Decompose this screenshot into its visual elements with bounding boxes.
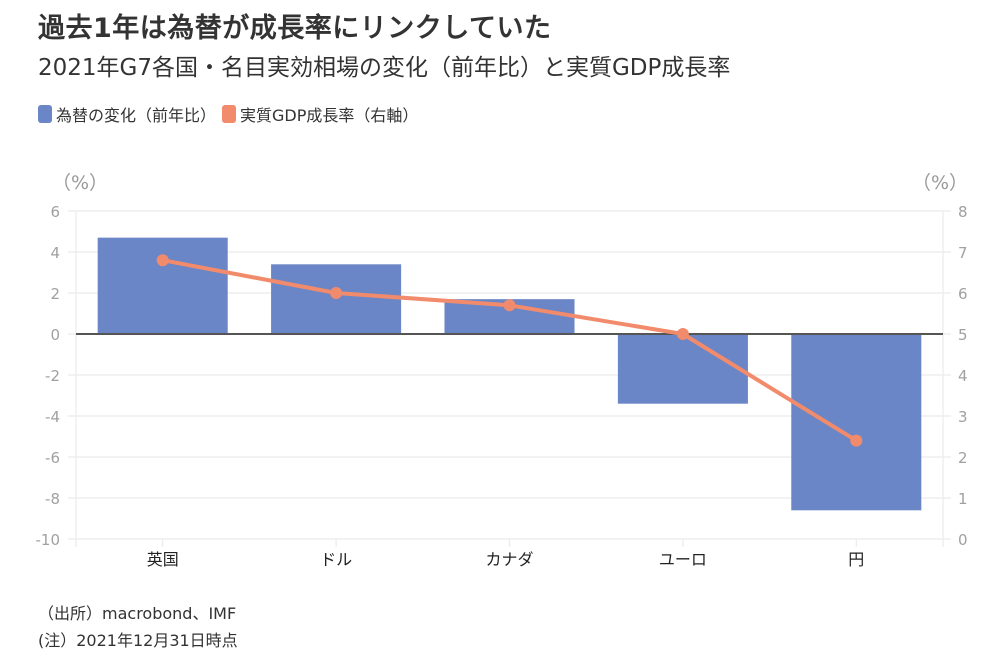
legend-swatch-line xyxy=(222,105,237,123)
right-axis-unit: （%） xyxy=(912,172,969,194)
legend-label-gdp-growth: 実質GDP成長率（右軸） xyxy=(240,106,419,125)
y-tick-label-left: -4 xyxy=(45,408,60,426)
y-tick-label-right: 7 xyxy=(958,244,968,262)
y-tick-label-right: 0 xyxy=(958,531,968,549)
x-tick-label: カナダ xyxy=(485,550,533,569)
y-tick-label-left: -8 xyxy=(45,490,60,508)
y-tick-label-left: -6 xyxy=(45,449,60,467)
y-tick-label-right: 8 xyxy=(958,203,968,221)
gdp-point-ユーロ xyxy=(676,328,689,340)
gdp-point-カナダ xyxy=(503,299,516,312)
y-tick-label-left: 0 xyxy=(50,326,60,344)
y-tick-label-left: -10 xyxy=(36,531,61,549)
x-tick-label: ドル xyxy=(320,550,352,569)
y-tick-label-left: 2 xyxy=(50,285,60,303)
left-axis-unit: （%） xyxy=(52,172,109,194)
y-tick-label-left: 6 xyxy=(50,203,60,221)
legend-swatch-bar xyxy=(38,105,52,123)
legend: 為替の変化（前年比） 実質GDP成長率（右軸） xyxy=(38,102,424,126)
gdp-growth-line xyxy=(160,258,859,443)
bar-ドル xyxy=(271,264,402,334)
y-tick-label-right: 1 xyxy=(958,490,968,508)
legend-item-gdp-growth[interactable]: 実質GDP成長率（右軸） xyxy=(222,102,418,126)
gdp-point-ドル xyxy=(330,287,343,299)
legend-label-fx-change: 為替の変化（前年比） xyxy=(56,106,217,125)
y-tick-label-left: 4 xyxy=(50,244,60,262)
y-tick-label-right: 4 xyxy=(958,367,968,385)
x-tick-label: 英国 xyxy=(147,550,179,569)
x-tick-label: ユーロ xyxy=(659,550,707,569)
bar-円 xyxy=(791,334,922,511)
gdp-point-英国 xyxy=(156,254,169,267)
legend-item-fx-change[interactable]: 為替の変化（前年比） xyxy=(38,102,216,126)
bar-英国 xyxy=(97,237,228,334)
source-note: （出所）macrobond、IMF xyxy=(38,604,237,623)
chart-subtitle: 2021年G7各国・名目実効相場の変化（前年比）と実質GDP成長率 xyxy=(38,55,731,81)
gdp-point-円 xyxy=(850,434,863,447)
y-tick-label-right: 3 xyxy=(958,408,968,426)
x-tick-label: 円 xyxy=(848,550,864,569)
notes: （出所）macrobond、IMF (注）2021年12月31日時点 xyxy=(38,600,238,654)
chart-title: 過去1年は為替が成長率にリンクしていた xyxy=(38,13,552,44)
date-note: (注）2021年12月31日時点 xyxy=(38,631,238,650)
y-tick-label-right: 5 xyxy=(958,326,968,344)
y-tick-label-right: 2 xyxy=(958,449,968,467)
bar-ユーロ xyxy=(617,334,748,404)
y-tick-label-left: -2 xyxy=(45,367,60,385)
y-tick-label-right: 6 xyxy=(958,285,968,303)
